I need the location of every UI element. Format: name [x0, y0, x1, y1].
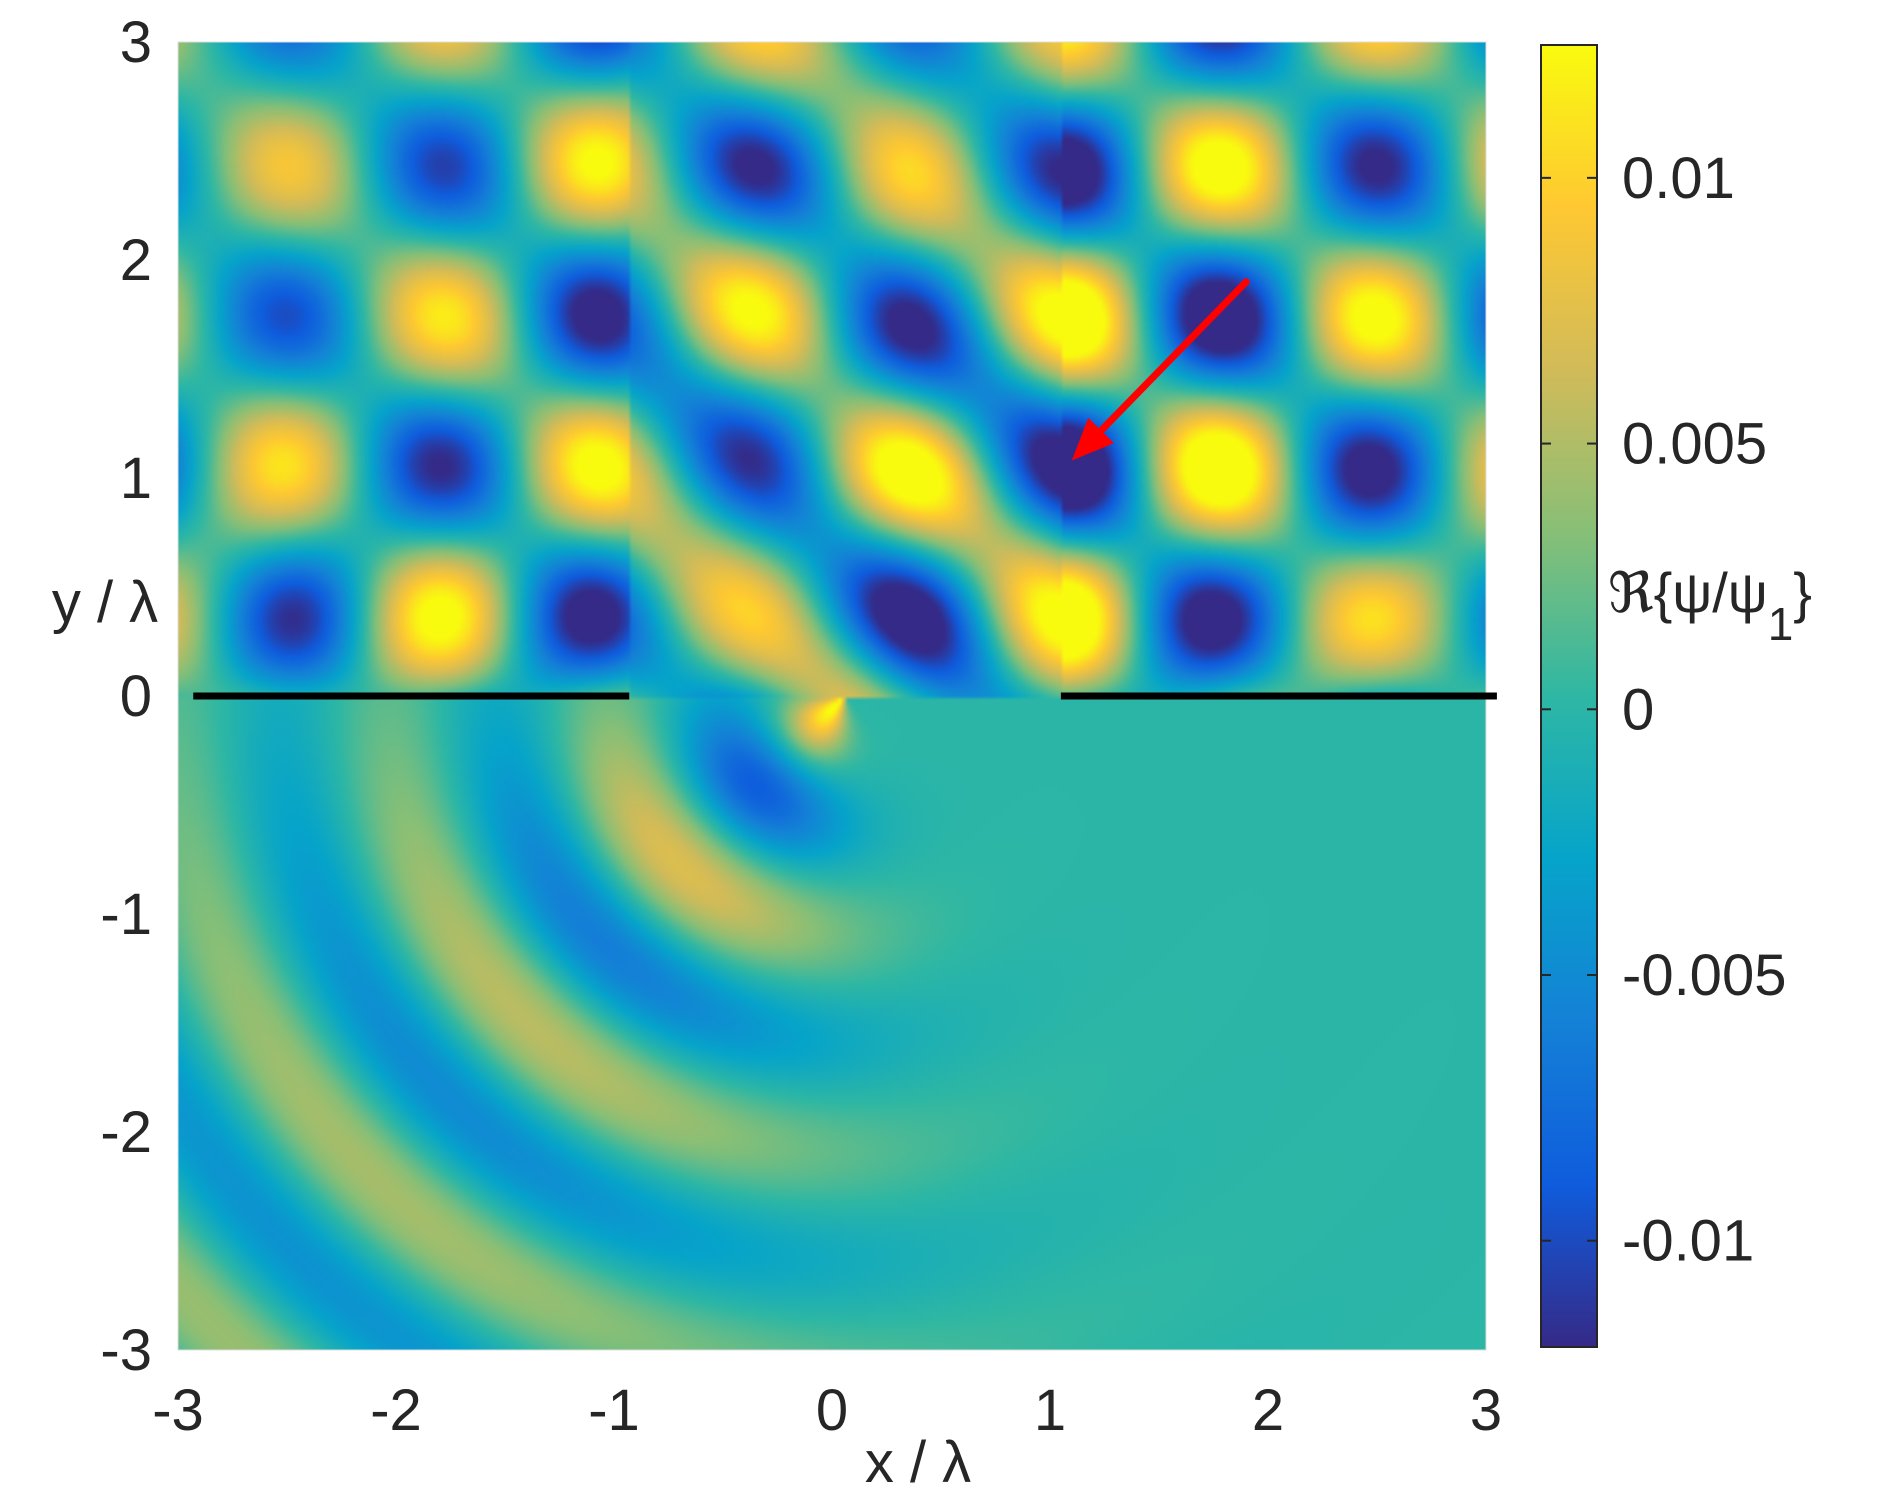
x-axis-label: x / λ [865, 1430, 971, 1495]
colorbar-label-main: ℜ{ψ/ψ [1608, 561, 1768, 624]
colorbar-label-close: } [1793, 561, 1812, 624]
y-axis-label: y / λ [52, 570, 158, 635]
y-tick-label: -2 [100, 1100, 152, 1165]
x-tick-label: 2 [1252, 1378, 1284, 1443]
arrow-head [1071, 417, 1115, 461]
colorbar-tick-label: 0.005 [1622, 412, 1767, 477]
y-tick-label: 0 [120, 664, 152, 729]
x-tick-label: -2 [370, 1378, 422, 1443]
colorbar-tick-label: -0.01 [1622, 1209, 1754, 1274]
colorbar-tick-label: 0 [1622, 677, 1654, 742]
y-tick-label: 1 [120, 446, 152, 511]
colorbar-label: ℜ{ψ/ψ1} [1608, 561, 1812, 650]
x-tick-label: -3 [152, 1378, 204, 1443]
x-tick-label: 3 [1470, 1378, 1502, 1443]
x-tick-label: 0 [816, 1378, 848, 1443]
x-tick-label: 1 [1034, 1378, 1066, 1443]
colorbar [1540, 44, 1598, 1348]
y-tick-label: 2 [120, 228, 152, 293]
x-tick-labels: -3 -2 -1 0 1 2 3 [152, 1378, 1502, 1443]
colorbar-tick-label: 0.01 [1622, 146, 1735, 211]
y-tick-label: -1 [100, 882, 152, 947]
colorbar-ticks: 0.01 0.005 0 -0.005 -0.01 [1541, 146, 1786, 1274]
y-tick-labels: 3 2 1 0 -1 -2 -3 [100, 10, 152, 1383]
red-arrow-annotation [1071, 278, 1250, 461]
arrow-shaft [1097, 278, 1250, 434]
y-tick-label: 3 [120, 10, 152, 75]
colorbar-label-subscript: 1 [1768, 598, 1794, 650]
colorbar-tick-label: -0.005 [1622, 943, 1786, 1008]
x-tick-label: -1 [588, 1378, 640, 1443]
y-tick-label: -3 [100, 1318, 152, 1383]
